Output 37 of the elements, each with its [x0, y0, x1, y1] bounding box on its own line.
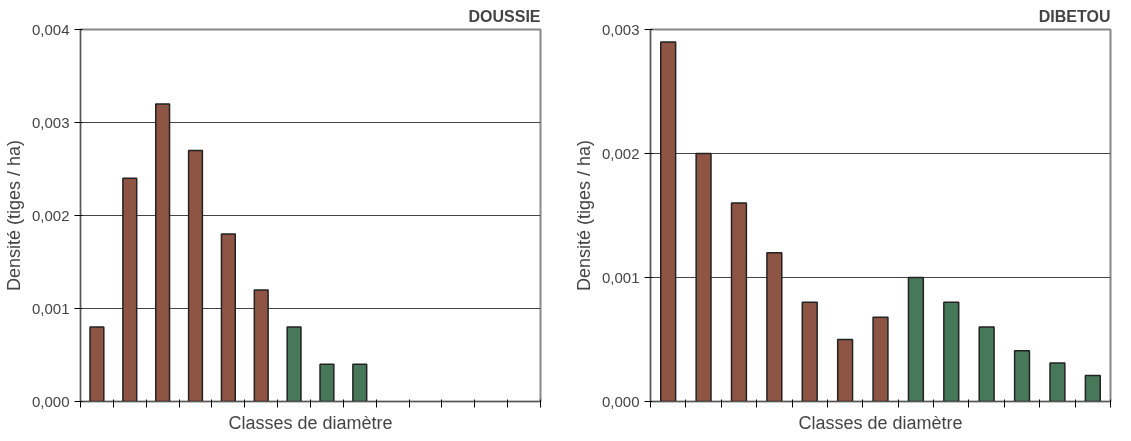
bar	[943, 301, 960, 402]
bar	[801, 301, 818, 402]
bar	[978, 326, 995, 402]
bar	[695, 152, 712, 402]
bar	[1049, 362, 1066, 402]
bar	[872, 316, 889, 402]
bar	[836, 338, 854, 402]
bar	[352, 363, 368, 402]
chart-title: DOUSSIE	[468, 7, 541, 25]
y-tick-label: 0,001	[31, 299, 70, 317]
bar	[187, 149, 204, 402]
bar	[122, 177, 138, 402]
bar	[154, 103, 171, 402]
bar	[660, 41, 677, 402]
x-axis-title: Classes de diamètre	[798, 412, 963, 433]
y-tick-label: 0,002	[31, 206, 70, 224]
bar	[89, 326, 105, 402]
x-axis-title: Classes de diamètre	[228, 412, 393, 433]
y-tick-label: 0,000	[31, 392, 70, 410]
y-axis-title: Densité (tiges / ha)	[573, 139, 594, 292]
bar	[286, 326, 302, 402]
y-tick-label: 0,004	[31, 20, 70, 38]
bar	[253, 289, 269, 402]
bar	[319, 363, 335, 402]
bar	[220, 233, 237, 402]
y-tick-label: 0,003	[601, 20, 640, 38]
bar	[1013, 349, 1031, 402]
y-tick-label: 0,002	[601, 144, 640, 162]
y-tick-label: 0,000	[601, 392, 640, 410]
y-axis-title: Densité (tiges / ha)	[3, 139, 24, 292]
y-tick-label: 0,003	[31, 113, 70, 131]
bar	[1084, 374, 1101, 402]
bar	[766, 251, 783, 402]
bar	[907, 276, 925, 402]
chart-title: DIBETOU	[1038, 7, 1111, 25]
y-tick-label: 0,001	[601, 268, 640, 286]
bar	[730, 202, 748, 402]
